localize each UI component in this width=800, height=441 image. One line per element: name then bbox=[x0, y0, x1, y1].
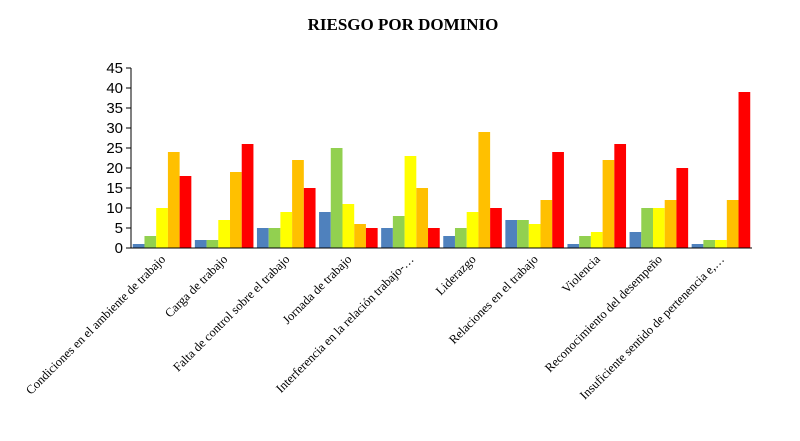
x-tick-label: Liderazgo bbox=[433, 252, 479, 298]
bar bbox=[230, 172, 242, 248]
bar bbox=[194, 240, 207, 248]
x-tick-label: Condiciones en el ambiente de trabajo bbox=[23, 252, 168, 397]
bar bbox=[676, 168, 689, 248]
bar bbox=[179, 176, 192, 248]
y-tick-label: 30 bbox=[106, 120, 123, 137]
bar bbox=[590, 232, 603, 248]
bar bbox=[715, 240, 727, 248]
bar bbox=[218, 220, 231, 248]
x-tick-label: Falta de control sobre el trabajo bbox=[170, 252, 292, 374]
bar bbox=[365, 228, 378, 248]
bar bbox=[256, 228, 269, 248]
bar bbox=[392, 216, 405, 248]
bar bbox=[703, 240, 716, 248]
bar bbox=[156, 208, 168, 248]
bar bbox=[540, 200, 553, 248]
chart-title: RIESGO POR DOMINIO bbox=[308, 15, 499, 34]
y-tick-label: 35 bbox=[106, 100, 123, 117]
bar bbox=[505, 220, 518, 248]
bar bbox=[652, 208, 665, 248]
bar bbox=[381, 228, 393, 248]
bar bbox=[416, 188, 429, 248]
bar bbox=[354, 224, 366, 248]
bar bbox=[602, 160, 615, 248]
y-tick-label: 25 bbox=[106, 140, 123, 157]
bar bbox=[241, 144, 254, 248]
y-tick-label: 0 bbox=[115, 240, 123, 257]
bar bbox=[268, 228, 281, 248]
bar bbox=[404, 156, 417, 248]
bar bbox=[614, 144, 627, 248]
bar bbox=[641, 208, 653, 248]
bar bbox=[132, 244, 145, 248]
bar bbox=[466, 212, 479, 248]
bar bbox=[552, 152, 564, 248]
bar bbox=[144, 236, 157, 248]
bars bbox=[132, 92, 751, 248]
bar bbox=[303, 188, 316, 248]
x-axis-ticks: Condiciones en el ambiente de trabajoCar… bbox=[23, 252, 727, 402]
bar bbox=[517, 220, 529, 248]
bar bbox=[478, 132, 491, 248]
bar bbox=[292, 160, 304, 248]
bar bbox=[319, 212, 331, 248]
bar bbox=[691, 244, 704, 248]
bar bbox=[567, 244, 580, 248]
y-tick-label: 20 bbox=[106, 160, 123, 177]
bar bbox=[454, 228, 467, 248]
bar bbox=[738, 92, 751, 248]
bar bbox=[428, 228, 440, 248]
y-axis-ticks: 0 5 10 15 20 25 30 35 40 45 bbox=[106, 60, 131, 257]
bar bbox=[443, 236, 455, 248]
bar bbox=[280, 212, 293, 248]
bar bbox=[726, 200, 739, 248]
x-tick-label: Carga de trabajo bbox=[162, 252, 230, 320]
bar bbox=[629, 232, 642, 248]
y-tick-label: 45 bbox=[106, 60, 123, 77]
bar bbox=[206, 240, 219, 248]
y-tick-label: 5 bbox=[115, 220, 123, 237]
y-tick-label: 15 bbox=[106, 180, 123, 197]
bar bbox=[490, 208, 502, 248]
bar bbox=[528, 224, 541, 248]
bar bbox=[579, 236, 591, 248]
y-tick-label: 10 bbox=[106, 200, 123, 217]
x-tick-label: Reconocimiento del desempeño bbox=[542, 252, 665, 375]
bar bbox=[167, 152, 180, 248]
bar bbox=[664, 200, 677, 248]
x-tick-label: Interferencia en la relación trabajo-… bbox=[273, 252, 416, 395]
y-tick-label: 40 bbox=[106, 80, 123, 97]
bar bbox=[342, 204, 355, 248]
x-tick-label: Violencia bbox=[559, 252, 603, 296]
bar bbox=[330, 148, 343, 248]
